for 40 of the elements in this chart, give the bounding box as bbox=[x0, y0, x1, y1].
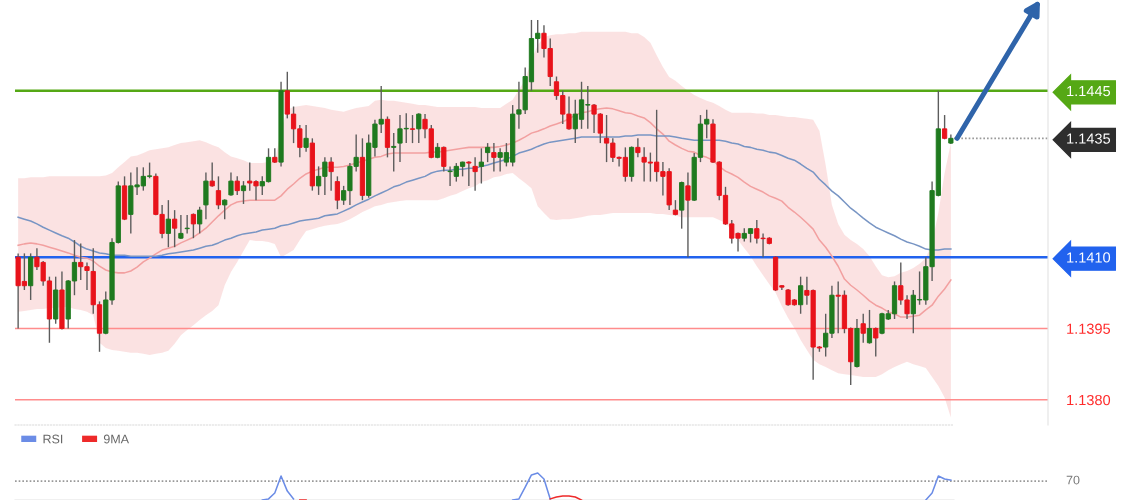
candlestick bbox=[178, 214, 184, 240]
candlestick bbox=[222, 198, 228, 220]
candlestick bbox=[172, 209, 178, 248]
candlestick bbox=[635, 137, 641, 159]
candlestick bbox=[190, 212, 197, 239]
candlestick bbox=[941, 114, 948, 140]
candlestick bbox=[215, 175, 222, 210]
candlestick bbox=[873, 326, 879, 358]
candlestick bbox=[391, 132, 397, 173]
legend-label: 9MA bbox=[103, 434, 130, 444]
candlestick bbox=[228, 171, 234, 197]
candlestick bbox=[409, 114, 416, 144]
y-tick-label: 1.1445 bbox=[1067, 86, 1111, 97]
candlestick bbox=[685, 171, 691, 258]
ref-line-label: 70 bbox=[1066, 475, 1080, 485]
line-series bbox=[17, 134, 952, 258]
candlestick bbox=[240, 180, 247, 205]
candlestick bbox=[328, 156, 334, 192]
candlestick bbox=[866, 309, 873, 345]
y-tick-label: 1.1380 bbox=[1067, 394, 1111, 406]
candlestick bbox=[466, 160, 472, 187]
candlestick bbox=[197, 206, 203, 235]
candlestick bbox=[441, 145, 447, 173]
y-tick-label: 1.1410 bbox=[1067, 252, 1111, 263]
candlestick bbox=[334, 175, 341, 210]
candlestick bbox=[798, 275, 804, 315]
candlestick bbox=[478, 147, 484, 185]
candlestick bbox=[485, 142, 491, 163]
candlestick bbox=[472, 156, 478, 192]
candlestick bbox=[860, 313, 866, 344]
candlestick bbox=[234, 175, 240, 196]
candlestick bbox=[303, 124, 309, 153]
candlestick bbox=[209, 161, 215, 188]
candlestick bbox=[165, 199, 171, 248]
candlestick bbox=[491, 142, 497, 173]
y-tick-label: 1.1395 bbox=[1067, 323, 1111, 334]
candlestick bbox=[416, 112, 422, 144]
candlestick bbox=[203, 171, 209, 220]
legend-label: RSI bbox=[43, 434, 63, 444]
y-tick-label: 1.1435 bbox=[1067, 133, 1111, 144]
